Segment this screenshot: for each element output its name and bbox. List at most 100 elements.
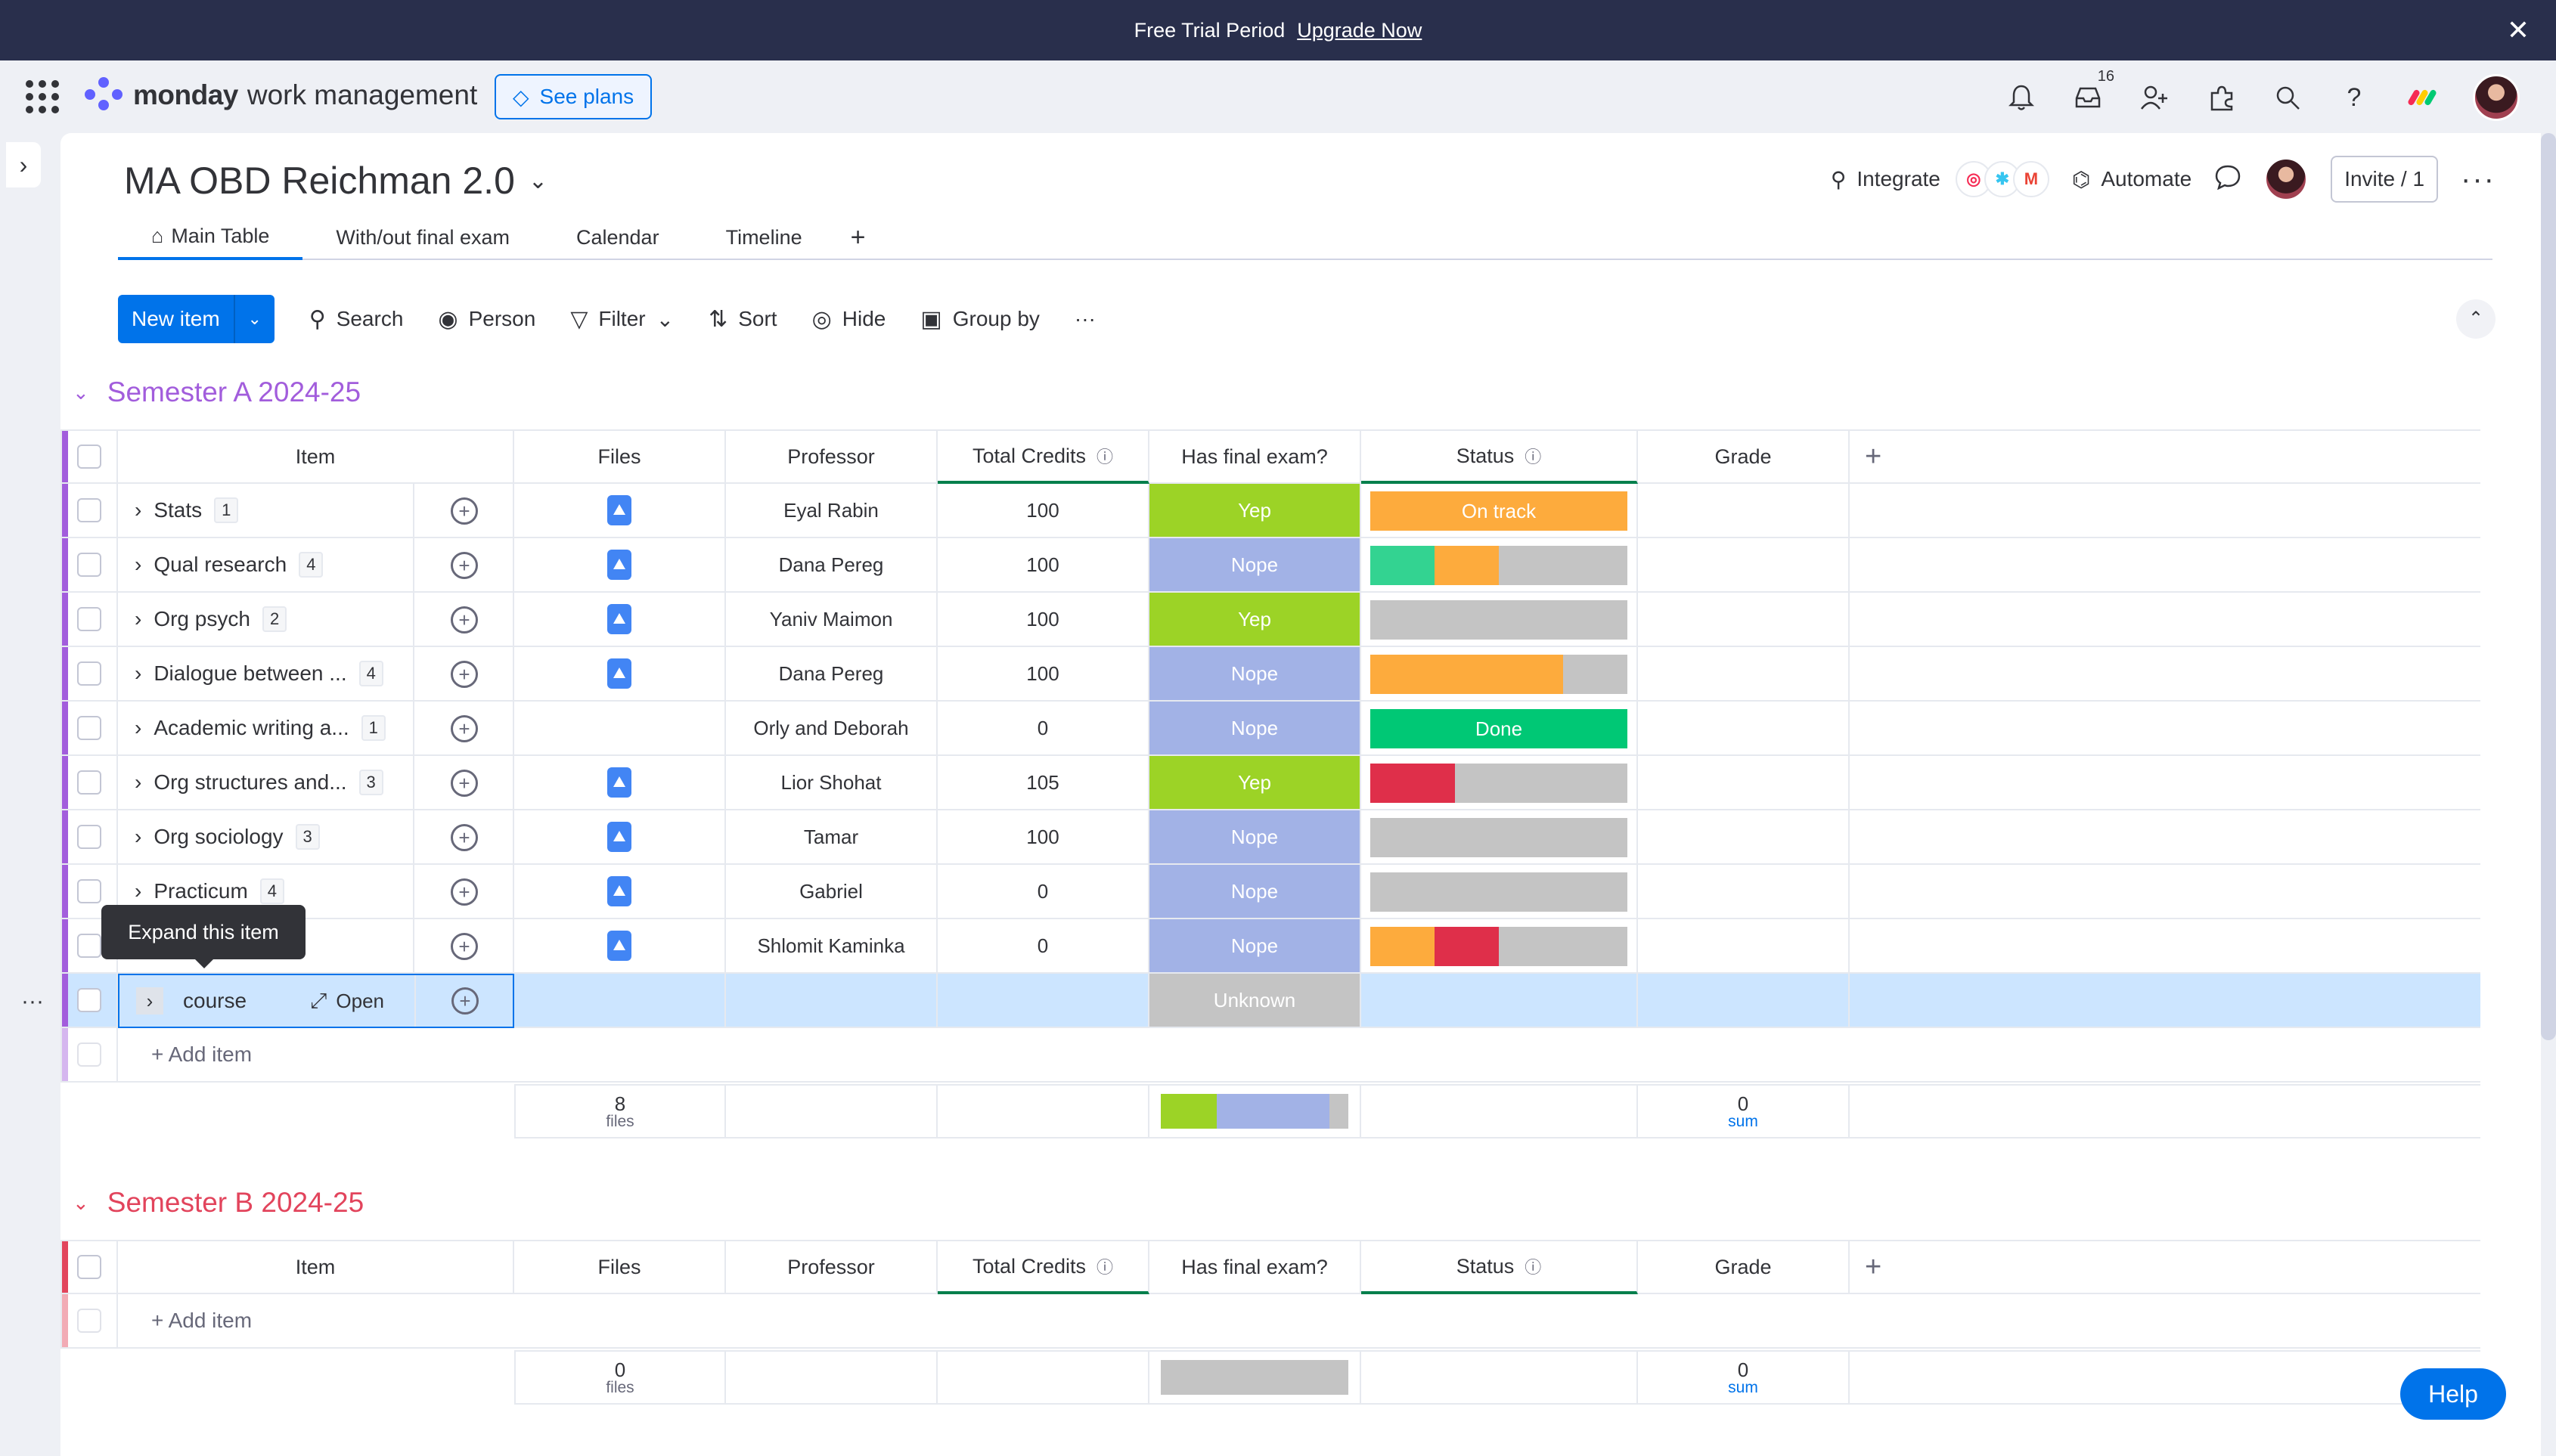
google-drive-file-icon[interactable] (607, 550, 631, 580)
add-update-icon[interactable]: + (451, 824, 478, 851)
comment-icon[interactable] (2214, 164, 2241, 195)
status-cell[interactable] (1361, 974, 1638, 1028)
files-cell[interactable] (514, 810, 726, 865)
chevron-down-icon[interactable]: ⌄ (528, 168, 548, 194)
item-cell[interactable]: › Qual research 4 + (118, 538, 514, 593)
sidebar-expand-icon[interactable]: › (6, 142, 41, 187)
item-cell[interactable]: › course ⤢ Open + (118, 974, 514, 1028)
item-cell[interactable]: › Practicum 4 + (118, 865, 514, 919)
info-icon[interactable]: ⓘ (1097, 448, 1114, 466)
select-all-checkbox[interactable] (77, 1255, 101, 1279)
status-cell[interactable]: On track (1361, 484, 1638, 538)
help-icon[interactable]: ? (2347, 82, 2362, 112)
professor-cell[interactable]: Dana Pereg (726, 538, 938, 593)
info-icon[interactable]: ⓘ (1525, 448, 1542, 466)
chevron-down-icon[interactable]: ⌄ (73, 1191, 89, 1214)
add-update-icon[interactable]: + (451, 933, 478, 960)
final-exam-cell[interactable]: Nope (1149, 647, 1361, 702)
help-button[interactable]: Help (2400, 1368, 2506, 1420)
professor-cell[interactable] (726, 974, 938, 1028)
grade-cell[interactable] (1638, 865, 1850, 919)
collapse-header-icon[interactable]: ⌃ (2456, 299, 2496, 339)
status-progress-bar[interactable] (1370, 818, 1627, 857)
tab-without-final-exam[interactable]: With/out final exam (336, 225, 510, 249)
select-all-checkbox[interactable] (77, 445, 101, 469)
final-exam-distribution-bar[interactable] (1161, 1094, 1348, 1129)
status-progress-bar[interactable] (1370, 546, 1627, 585)
add-column-icon[interactable]: + (1865, 440, 1882, 472)
add-item-label[interactable]: + Add item (151, 1309, 253, 1332)
status-cell[interactable]: Done (1361, 702, 1638, 756)
info-icon[interactable]: ⓘ (1525, 1258, 1542, 1277)
tab-timeline[interactable]: Timeline (725, 225, 802, 249)
professor-cell[interactable]: Yaniv Maimon (726, 593, 938, 647)
status-progress-bar[interactable]: Done (1370, 709, 1627, 748)
add-update-icon[interactable]: + (451, 987, 479, 1015)
google-drive-file-icon[interactable] (607, 604, 631, 634)
inbox-icon[interactable]: 16 (2071, 68, 2114, 115)
item-name[interactable]: Stats (154, 498, 203, 522)
item-cell[interactable]: › Stats 1 + (118, 484, 514, 538)
files-cell[interactable] (514, 647, 726, 702)
more-options-icon[interactable]: ··· (2461, 162, 2496, 196)
column-header-professor[interactable]: Professor (726, 1240, 938, 1294)
final-exam-cell[interactable]: Nope (1149, 810, 1361, 865)
add-view-button[interactable]: + (850, 222, 866, 252)
credits-cell[interactable]: 105 (938, 756, 1149, 810)
expand-chevron-icon[interactable]: › (135, 607, 142, 630)
column-header-has-final-exam-[interactable]: Has final exam? (1149, 429, 1361, 484)
status-progress-bar[interactable] (1370, 600, 1627, 640)
status-cell[interactable] (1361, 756, 1638, 810)
status-progress-bar[interactable] (1370, 764, 1627, 803)
add-update-icon[interactable]: + (451, 770, 478, 797)
person-filter-button[interactable]: ◉ Person (438, 306, 535, 333)
chevron-down-icon[interactable]: ⌄ (656, 307, 675, 331)
expand-chevron-icon[interactable]: › (135, 770, 142, 794)
chevron-down-icon[interactable]: ⌄ (233, 295, 275, 343)
credits-cell[interactable]: 0 (938, 919, 1149, 974)
row-checkbox[interactable] (77, 770, 101, 795)
subitem-count-badge[interactable]: 1 (214, 497, 239, 523)
add-update-icon[interactable]: + (451, 661, 478, 688)
add-update-icon[interactable]: + (451, 715, 478, 742)
item-cell[interactable]: › Org structures and... 3 + (118, 756, 514, 810)
status-cell[interactable] (1361, 919, 1638, 974)
grade-cell[interactable] (1638, 484, 1850, 538)
professor-cell[interactable]: Tamar (726, 810, 938, 865)
status-progress-bar[interactable]: On track (1370, 491, 1627, 531)
board-title[interactable]: MA OBD Reichman 2.0 ⌄ (124, 159, 547, 203)
status-cell[interactable] (1361, 647, 1638, 702)
subitem-count-badge[interactable]: 2 (262, 606, 287, 632)
files-cell[interactable] (514, 484, 726, 538)
grade-summary[interactable]: 0 sum (1638, 1350, 1850, 1405)
subitem-count-badge[interactable]: 1 (361, 715, 386, 741)
monday-products-icon[interactable] (2403, 79, 2441, 116)
professor-cell[interactable]: Lior Shohat (726, 756, 938, 810)
column-header-total-credits[interactable]: Total Credits ⓘ (938, 1240, 1149, 1294)
expand-chevron-icon[interactable]: › (135, 553, 142, 576)
professor-cell[interactable]: Orly and Deborah (726, 702, 938, 756)
row-checkbox[interactable] (77, 879, 101, 903)
credits-cell[interactable]: 100 (938, 647, 1149, 702)
hide-button[interactable]: ◎ Hide (812, 306, 886, 333)
status-progress-bar[interactable] (1370, 655, 1627, 694)
item-name[interactable]: Qual research (154, 553, 287, 576)
grade-cell[interactable] (1638, 919, 1850, 974)
files-cell[interactable] (514, 974, 726, 1028)
new-item-label[interactable]: New item (132, 307, 220, 330)
row-checkbox[interactable] (77, 934, 101, 958)
item-name[interactable]: course (183, 989, 247, 1012)
upgrade-link[interactable]: Upgrade Now (1297, 18, 1422, 42)
status-cell[interactable] (1361, 593, 1638, 647)
files-cell[interactable] (514, 702, 726, 756)
grade-cell[interactable] (1638, 647, 1850, 702)
grade-cell[interactable] (1638, 756, 1850, 810)
item-cell[interactable]: › Org sociology 3 + (118, 810, 514, 865)
google-drive-file-icon[interactable] (607, 658, 631, 689)
brand-logo[interactable]: monday work management (85, 77, 477, 113)
files-cell[interactable] (514, 593, 726, 647)
professor-cell[interactable]: Eyal Rabin (726, 484, 938, 538)
credits-cell[interactable] (938, 974, 1149, 1028)
final-exam-cell[interactable]: Yep (1149, 756, 1361, 810)
column-header-item[interactable]: Item (118, 1240, 514, 1294)
